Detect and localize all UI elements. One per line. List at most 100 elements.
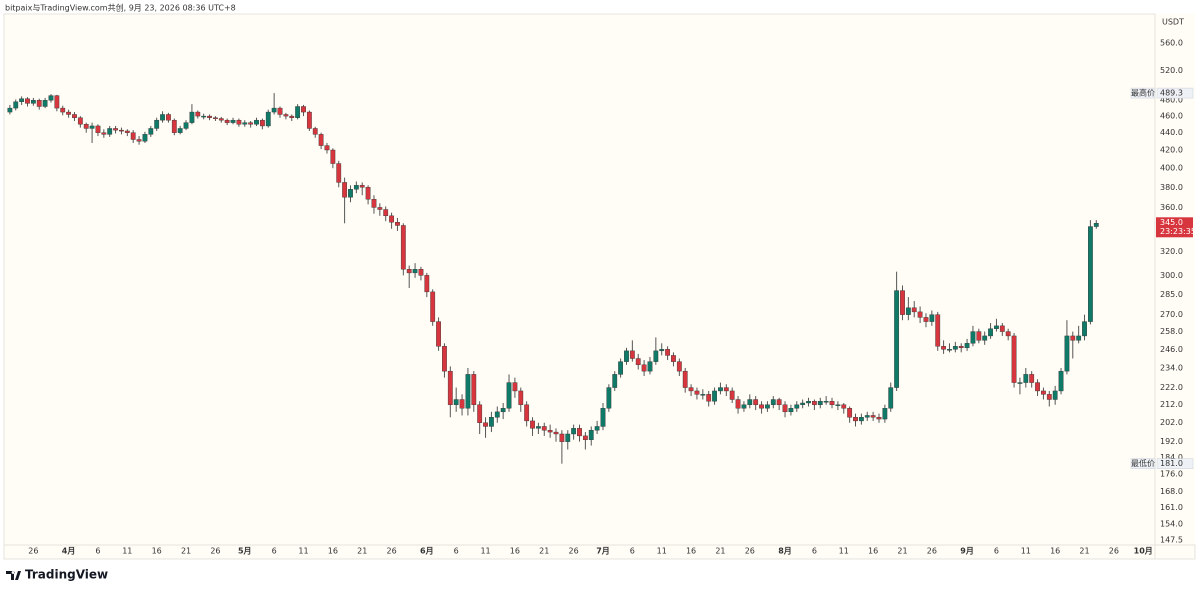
x-tick-label: 26 <box>745 547 755 556</box>
marker-tag <box>1130 458 1156 469</box>
candle-body <box>83 124 89 129</box>
candle-body <box>230 119 236 123</box>
candle-body <box>559 433 565 442</box>
x-tick-label: 21 <box>539 547 549 556</box>
candle-body <box>365 187 371 200</box>
candle-body <box>629 350 635 359</box>
candle-body <box>353 185 359 190</box>
candle-body <box>277 107 283 115</box>
y-tick-label: 460.0 <box>1160 112 1183 121</box>
candle-body <box>524 404 530 422</box>
candle-body <box>207 115 212 118</box>
candle-body <box>588 429 594 440</box>
y-tick-label: 147.5 <box>1160 535 1183 544</box>
candle-body <box>794 404 800 409</box>
candle-body <box>947 349 952 351</box>
candle-body <box>459 399 465 409</box>
candle-body <box>1064 335 1070 372</box>
candle-body <box>606 387 612 409</box>
candle-body <box>42 100 48 107</box>
marker-value: 181.0 <box>1160 459 1183 468</box>
candle-body <box>988 328 993 337</box>
candle-body <box>970 331 976 344</box>
candle-body <box>917 311 923 318</box>
x-tick-label: 21 <box>715 547 725 556</box>
candle-body <box>430 291 436 322</box>
x-tick-label: 6 <box>812 547 817 556</box>
x-tick-label: 6 <box>630 547 635 556</box>
candle-body <box>624 350 629 362</box>
candle-body <box>653 350 659 362</box>
candle-body <box>1041 390 1046 395</box>
candle-body <box>119 129 124 132</box>
last-price-badge <box>1156 217 1193 238</box>
marker-label: 最高价 <box>1131 88 1155 98</box>
candle-body <box>565 433 571 442</box>
candle-body <box>723 387 729 392</box>
candle-body <box>142 134 148 142</box>
time-axis <box>3 544 1196 560</box>
candle-body <box>95 125 101 133</box>
candle-body <box>1052 390 1058 400</box>
candle-body <box>489 417 494 427</box>
candle-body <box>506 382 512 409</box>
y-tick-label: 184.0 <box>1160 453 1183 462</box>
candle-body <box>770 399 776 405</box>
candle-body <box>324 145 330 151</box>
candle-body <box>342 182 348 198</box>
x-tick-label: 6 <box>272 547 277 556</box>
x-tick-label: 7月 <box>596 547 610 556</box>
candle-body <box>823 401 829 403</box>
candle-body <box>864 415 870 418</box>
candle-body <box>835 404 841 406</box>
y-tick-label: 202.0 <box>1160 418 1183 427</box>
y-tick-label: 400.0 <box>1160 164 1183 173</box>
candle-body <box>741 404 747 409</box>
candle-body <box>336 163 342 183</box>
y-tick-label: 176.0 <box>1160 470 1183 479</box>
candle-body <box>400 225 406 270</box>
candle-body <box>535 426 541 429</box>
candle-body <box>383 209 389 217</box>
candle-body <box>582 435 588 440</box>
currency: USDT <box>1162 18 1184 27</box>
y-tick-label: 380.0 <box>1160 183 1183 192</box>
candle-body <box>665 349 670 356</box>
x-tick-label: 4月 <box>62 547 76 556</box>
x-tick-label: 9月 <box>960 547 974 556</box>
candle-body <box>882 408 888 420</box>
last-price: 345.0 <box>1160 218 1183 227</box>
candle-body <box>1076 335 1082 341</box>
candle-body <box>671 355 676 362</box>
x-tick-label: 26 <box>927 547 937 556</box>
candle-body <box>811 401 817 405</box>
y-tick-label: 285.0 <box>1160 290 1183 299</box>
candle-body <box>13 101 19 109</box>
candle-body <box>958 346 964 349</box>
candle-body <box>512 382 518 392</box>
candle-body <box>647 361 653 372</box>
candle-body <box>213 117 218 119</box>
candle-body <box>395 222 400 226</box>
candle-body <box>718 387 723 392</box>
marker-label: 最低价 <box>1131 458 1155 468</box>
candle-body <box>999 325 1005 332</box>
candle-body <box>1093 223 1099 227</box>
plot-area <box>3 13 1156 546</box>
candle-body <box>254 119 259 125</box>
x-tick-label: 11 <box>122 547 132 556</box>
candle-body <box>776 399 782 405</box>
candle-body <box>436 321 441 347</box>
candle-body <box>424 275 430 293</box>
candle-body <box>694 390 700 395</box>
y-tick-label: 168.0 <box>1160 487 1183 496</box>
candle-body <box>66 111 71 115</box>
candle-body <box>171 119 177 133</box>
x-tick-label: 11 <box>1021 547 1031 556</box>
y-tick-label: 246.0 <box>1160 345 1183 354</box>
y-tick-label: 234.0 <box>1160 363 1183 372</box>
candle-body <box>1029 374 1035 383</box>
candle-body <box>847 408 853 418</box>
candle-body <box>442 346 447 372</box>
